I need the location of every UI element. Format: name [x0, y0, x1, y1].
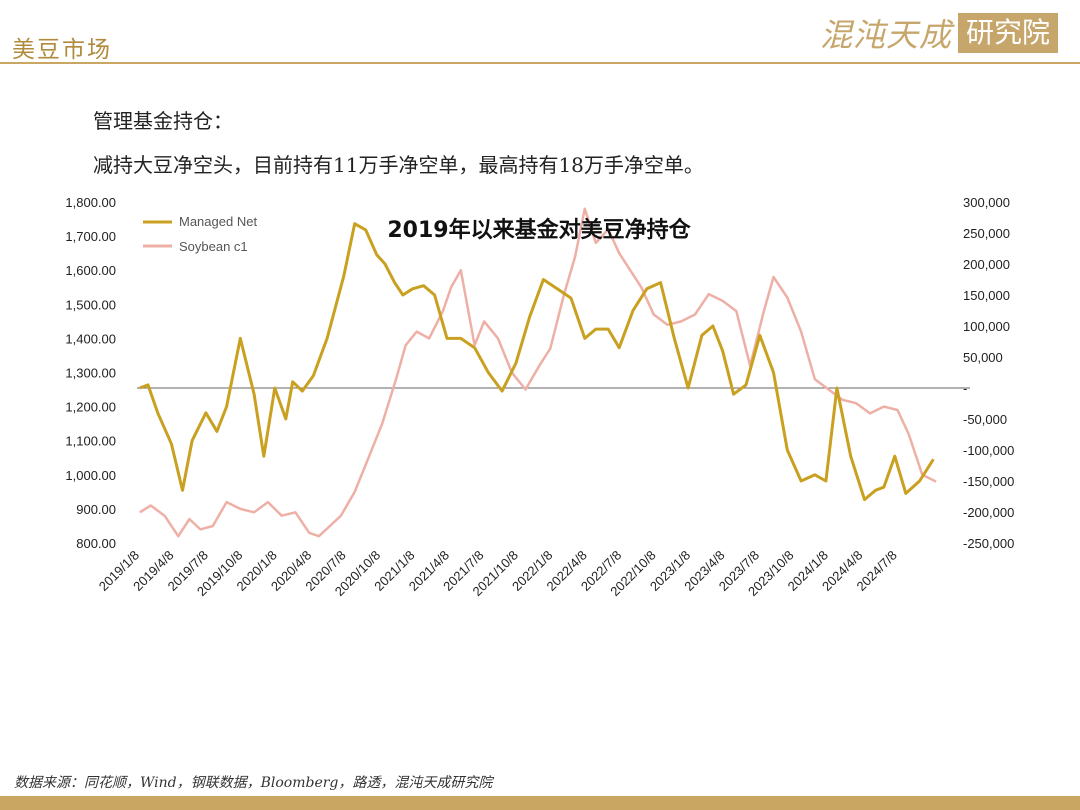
right-tick-label: 250,000: [963, 226, 1010, 241]
series-line-soybean-c1: [139, 207, 937, 538]
chart-title: 2019年以来基金对美豆净持仓: [387, 217, 691, 243]
right-tick-label: 100,000: [963, 319, 1010, 334]
header-divider: [0, 62, 1080, 64]
net-position-chart: 1,800.00 1,700.00 1,600.00 1,500.00 1,400.00…: [65, 195, 1014, 599]
series-line-managed-net: [139, 222, 935, 502]
legend-label-soybean-c1: Soybean c1: [179, 239, 248, 254]
left-tick-label: 1,700.00: [65, 229, 116, 244]
right-tick-label: 50,000: [963, 350, 1003, 365]
left-tick-label: 1,300.00: [65, 366, 116, 381]
left-tick-label: 1,600.00: [65, 263, 116, 278]
left-tick-label: 1,000.00: [65, 468, 116, 483]
bullet-description: 减持大豆净空头，目前持有11万手净空单，最高持有18万手净空单。: [93, 153, 704, 177]
left-tick-label: 1,100.00: [65, 434, 116, 449]
right-tick-label: -100,000: [963, 443, 1014, 458]
left-tick-label: 800.00: [76, 536, 116, 551]
logo-box: 研究院: [957, 13, 1058, 53]
right-tick-label: 200,000: [963, 257, 1010, 272]
legend-label-managed-net: Managed Net: [179, 214, 257, 229]
right-tick-label: -50,000: [963, 412, 1007, 427]
left-tick-label: 900.00: [76, 502, 116, 517]
bullet-heading: 管理基金持仓：: [93, 109, 233, 133]
right-tick-label: -200,000: [963, 505, 1014, 520]
right-tick-label: 300,000: [963, 195, 1010, 210]
company-logo: 混沌天成 研究院: [820, 13, 1058, 54]
logo-text: 混沌天成: [819, 16, 952, 54]
footer-bar: [0, 796, 1080, 810]
right-tick-label: -250,000: [963, 536, 1014, 551]
data-source-note: 数据来源：同花顺，Wind，钢联数据，Bloomberg，路透，混沌天成研究院: [14, 775, 493, 791]
left-tick-label: 1,500.00: [65, 297, 116, 312]
page-header-title: 美豆市场: [12, 37, 112, 63]
right-tick-label: 150,000: [963, 288, 1010, 303]
left-tick-label: 1,800.00: [65, 195, 116, 210]
left-tick-label: 1,400.00: [65, 331, 116, 346]
right-tick-label: -150,000: [963, 474, 1014, 489]
left-tick-label: 1,200.00: [65, 400, 116, 415]
